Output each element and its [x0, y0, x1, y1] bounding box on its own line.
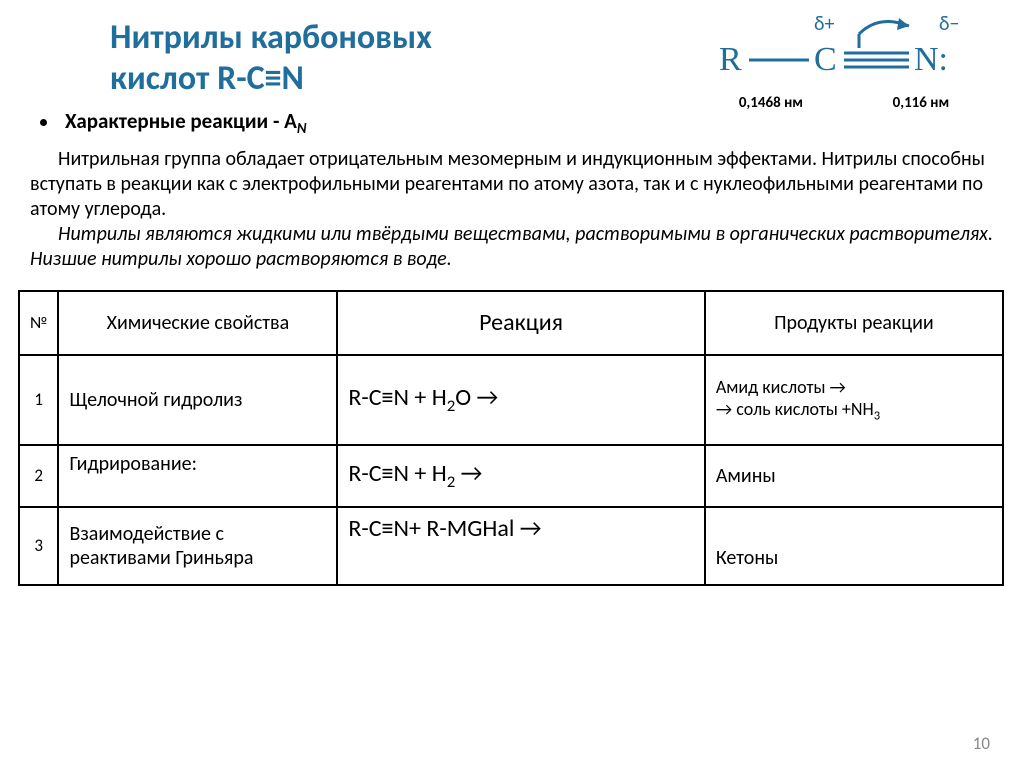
cell-num-3: 3 — [19, 507, 58, 585]
delta-minus: δ− — [939, 12, 959, 36]
atom-c: C — [814, 41, 837, 78]
paragraph-block: Нитрильная группа обладает отрицательным… — [0, 137, 1024, 272]
th-prod: Продукты реакции — [705, 291, 1003, 355]
bullet-dot — [40, 119, 47, 126]
atom-n: N: — [914, 41, 948, 78]
bond-length-labels: 0,1468 нм 0,116 нм — [694, 94, 994, 112]
cell-prop-3: Взаимодействие с реактивами Гриньяра — [58, 507, 337, 585]
cell-prod-2: Амины — [705, 445, 1003, 507]
page-number: 10 — [973, 733, 990, 754]
paragraph-2: Нитрилы являются жидкими или твёрдыми ве… — [30, 222, 993, 271]
cell-prod-1: Амид кислоты → → соль кислоты +NH3 — [705, 355, 1003, 445]
cell-num-2: 2 — [19, 445, 58, 507]
table-row: 3 Взаимодействие с реактивами Гриньяра R… — [19, 507, 1003, 585]
cell-prod-3: Кетоны — [705, 507, 1003, 585]
cell-react-2: R-C≡N + H2 → — [337, 445, 705, 507]
cell-react-3: R-C≡N+ R-MGHal → — [337, 507, 705, 585]
cell-num-1: 1 — [19, 355, 58, 445]
slide-title: Нитрилы карбоновых кислот R-C≡N — [0, 0, 600, 100]
cell-react-1: R-C≡N + H2O → — [337, 355, 705, 445]
nitrile-svg: R C N: δ+ δ− — [714, 12, 974, 92]
title-line2: кислот R-C≡N — [110, 58, 304, 99]
th-prop: Химические свойства — [58, 291, 337, 355]
bond-label-right: 0,116 нм — [893, 94, 950, 112]
cell-prop-1: Щелочной гидролиз — [58, 355, 337, 445]
delta-plus: δ+ — [814, 12, 834, 36]
properties-table: № Химические свойства Реакция Продукты р… — [18, 290, 1004, 586]
table-row: 1 Щелочной гидролиз R-C≡N + H2O → Амид к… — [19, 355, 1003, 445]
structure-diagram: R C N: δ+ δ− 0,1468 нм 0,116 нм — [694, 12, 994, 112]
bullet-text: Характерные реакции - A — [65, 108, 297, 134]
th-num: № — [19, 291, 58, 355]
atom-r: R — [719, 41, 742, 78]
th-react: Реакция — [337, 291, 705, 355]
cell-prop-2: Гидрирование: — [58, 445, 337, 507]
table-row: 2 Гидрирование: R-C≡N + H2 → Амины — [19, 445, 1003, 507]
paragraph-1: Нитрильная группа обладает отрицательным… — [30, 147, 985, 221]
title-line1: Нитрилы карбоновых — [110, 17, 432, 58]
bullet-sub: N — [297, 119, 307, 137]
table-header-row: № Химические свойства Реакция Продукты р… — [19, 291, 1003, 355]
bond-label-left: 0,1468 нм — [739, 94, 803, 112]
